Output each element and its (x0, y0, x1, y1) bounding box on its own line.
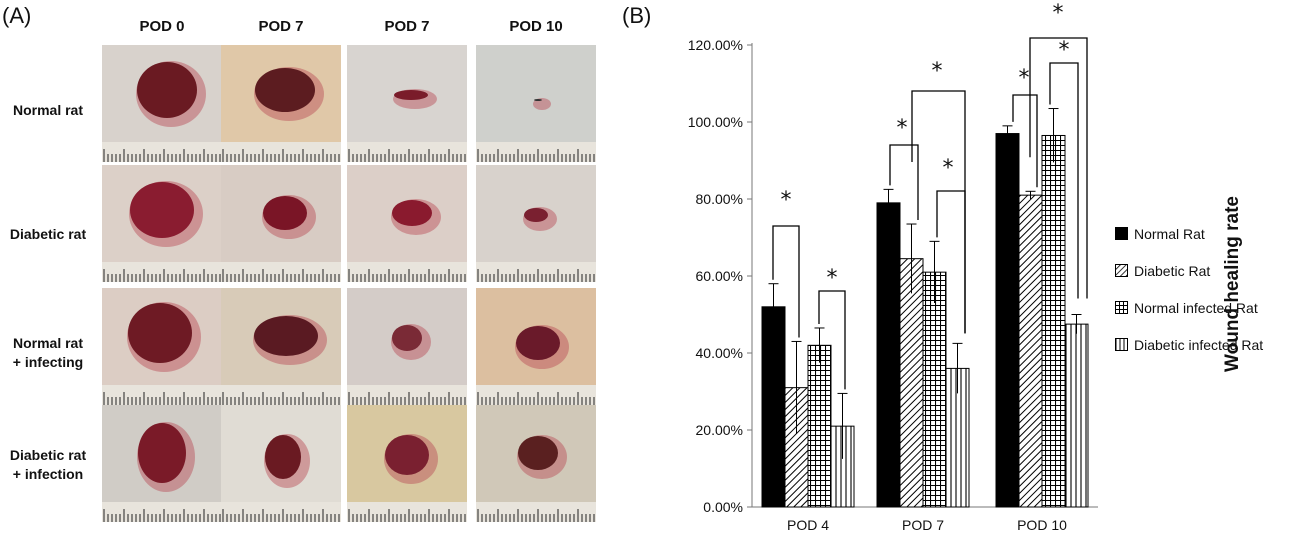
row-label-diabetic-rat: Diabetic rat (0, 225, 96, 244)
row-label-line: Diabetic rat (9, 226, 87, 242)
wound-photo (102, 165, 222, 282)
y-tick-label: 40.00% (696, 345, 743, 361)
legend-label: Diabetic Rat (1134, 263, 1211, 279)
y-tick-label: 80.00% (696, 191, 743, 207)
wound-photo (347, 165, 467, 282)
row-label-normal-rat: Normal rat (0, 101, 96, 120)
x-tick-label: POD 10 (1017, 517, 1067, 533)
bar (1018, 194, 1043, 508)
wound-photo (347, 288, 467, 405)
wound-photo (347, 45, 467, 162)
wound-photo (476, 165, 596, 282)
wound-photo (221, 45, 341, 162)
wound-healing-bar-chart: Wound healing rate 0.00% 20.00% 40.00% 60.0… (688, 1, 1243, 533)
significance-star: * (1059, 38, 1070, 63)
significance-star: * (781, 188, 792, 213)
y-tick-label: 60.00% (696, 268, 743, 284)
significance-bracket (1012, 94, 1038, 188)
panel-a-label: (A) (2, 3, 32, 28)
wound-photo (102, 405, 222, 522)
x-tick-label: POD 7 (902, 517, 944, 533)
significance-star: * (827, 266, 838, 291)
y-tick-label: 20.00% (696, 422, 743, 438)
significance-star: * (932, 59, 943, 84)
significance-bracket (1049, 62, 1079, 299)
row-label-normal-rat-infecting: Normal rat + infecting (0, 334, 96, 372)
row-label-line: Normal rat (12, 335, 84, 351)
bar (995, 133, 1020, 508)
y-tick-label: 0.00% (703, 499, 743, 515)
legend-swatch (1115, 264, 1128, 277)
wound-photo (102, 45, 222, 162)
bar (922, 271, 947, 508)
column-header-pod0: POD 0 (139, 18, 185, 35)
panel-b-label: (B) (622, 3, 652, 28)
column-header-pod10: POD 10 (509, 18, 563, 35)
column-header-pod7-a: POD 7 (258, 18, 304, 35)
significance-bracket (772, 225, 800, 338)
significance-bracket (889, 144, 919, 221)
bar (1041, 134, 1066, 508)
significance-star: * (897, 116, 908, 141)
significance-bracket (818, 290, 846, 390)
legend-label: Diabetic infected Rat (1134, 337, 1264, 353)
bar (876, 202, 901, 508)
significance-star: * (943, 156, 954, 181)
bar (1064, 323, 1089, 508)
wound-photo (347, 405, 467, 522)
row-label-line: + infecting (12, 354, 84, 370)
legend-label: Normal infected Rat (1134, 300, 1258, 316)
bar (899, 258, 924, 508)
wound-photo (221, 405, 341, 522)
column-header-pod7-b: POD 7 (384, 18, 430, 35)
legend-swatch (1115, 301, 1128, 314)
significance-bracket (936, 190, 966, 334)
wound-photo (221, 165, 341, 282)
significance-star: * (1053, 1, 1064, 26)
significance-bracket (1029, 37, 1088, 299)
legend-swatch (1115, 338, 1128, 351)
y-axis-label: Wound healing rate (1222, 196, 1243, 372)
row-label-line: Normal rat (12, 102, 84, 118)
bar (761, 306, 786, 508)
wound-photo (476, 45, 596, 162)
y-tick-label: 120.00% (688, 37, 743, 53)
x-tick-label: POD 4 (787, 517, 829, 533)
significance-star: * (1019, 66, 1030, 91)
row-label-line: + infection (12, 466, 84, 482)
y-tick-label: 100.00% (688, 114, 743, 130)
wound-photo (476, 405, 596, 522)
legend-swatch (1115, 227, 1128, 240)
wound-photo (102, 288, 222, 405)
legend-label: Normal Rat (1134, 226, 1205, 242)
wound-photo (221, 288, 341, 405)
bar (807, 344, 832, 508)
row-label-line: Diabetic rat (9, 447, 87, 463)
row-label-diabetic-rat-infection: Diabetic rat + infection (0, 446, 96, 484)
wound-photo (476, 288, 596, 405)
